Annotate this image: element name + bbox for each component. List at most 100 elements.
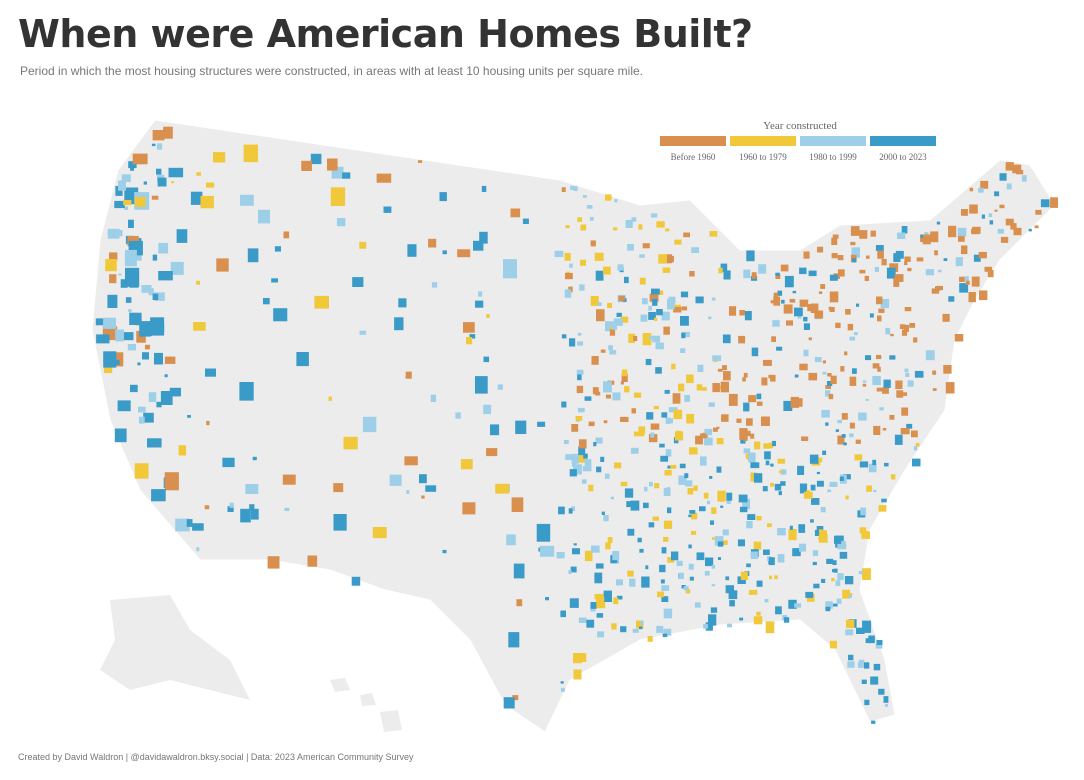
area-cell	[831, 253, 838, 259]
area-cell	[848, 654, 854, 661]
area-cell	[152, 293, 159, 300]
area-cell	[662, 633, 668, 638]
area-cell	[569, 469, 577, 477]
area-cell	[832, 603, 838, 607]
area-cell	[878, 505, 887, 512]
area-cell	[978, 251, 987, 259]
area-cell	[636, 620, 644, 629]
area-cell	[739, 506, 748, 513]
area-cell	[613, 227, 618, 231]
area-cell	[267, 556, 280, 569]
area-cell	[799, 363, 808, 371]
area-cell	[455, 412, 461, 419]
area-cell	[777, 554, 785, 563]
area-cell	[679, 463, 686, 469]
area-cell	[650, 432, 655, 438]
area-cell	[205, 368, 216, 377]
area-cell	[849, 336, 856, 341]
area-cell	[729, 306, 737, 316]
area-cell	[704, 428, 713, 436]
area-cell	[624, 488, 634, 498]
area-cell	[503, 697, 515, 709]
map-areas	[95, 126, 1058, 724]
area-cell	[806, 490, 810, 494]
area-cell	[810, 484, 816, 491]
area-cell	[618, 295, 625, 302]
area-cell	[764, 451, 771, 460]
area-cell	[656, 625, 664, 633]
area-cell	[462, 502, 476, 515]
area-cell	[565, 272, 573, 280]
area-cell	[668, 407, 678, 413]
area-cell	[751, 272, 757, 279]
area-cell	[609, 329, 616, 336]
area-cell	[705, 557, 714, 567]
area-cell	[1028, 228, 1032, 232]
area-cell	[196, 280, 200, 285]
area-cell	[882, 428, 887, 431]
area-cell	[632, 628, 639, 633]
area-cell	[442, 549, 447, 554]
area-cell	[712, 427, 718, 432]
area-cell	[667, 465, 672, 469]
area-cell	[661, 547, 667, 554]
area-cell	[652, 335, 661, 343]
area-cell	[148, 392, 157, 402]
area-cell	[613, 318, 623, 326]
area-cell	[852, 368, 857, 374]
area-cell	[750, 462, 760, 469]
area-cell	[807, 304, 816, 312]
area-cell	[336, 218, 346, 227]
area-cell	[820, 284, 826, 289]
area-cell	[558, 506, 565, 515]
area-cell	[756, 515, 762, 521]
area-cell	[573, 186, 578, 191]
area-cell	[866, 485, 873, 492]
area-cell	[156, 168, 162, 175]
area-cell	[1050, 197, 1058, 208]
area-cell	[688, 514, 692, 518]
area-cell	[955, 257, 963, 267]
area-cell	[510, 208, 521, 218]
area-cell	[245, 484, 259, 494]
area-cell	[486, 448, 498, 457]
area-cell	[817, 246, 824, 253]
area-cell	[777, 458, 786, 464]
area-cell	[745, 430, 751, 437]
area-cell	[561, 401, 567, 408]
area-cell	[654, 483, 660, 489]
area-cell	[971, 228, 980, 235]
area-cell	[841, 540, 846, 547]
legend-label: 2000 to 2023	[879, 152, 927, 162]
area-cell	[1021, 175, 1027, 182]
area-cell	[886, 267, 896, 279]
area-cell	[756, 401, 763, 406]
area-cell	[620, 316, 629, 323]
area-cell	[250, 508, 259, 520]
area-cell	[869, 313, 874, 318]
area-cell	[784, 275, 794, 288]
area-cell	[895, 380, 903, 389]
area-cell	[753, 541, 762, 550]
area-cell	[717, 490, 726, 502]
legend-swatch	[660, 136, 726, 146]
area-cell	[664, 470, 672, 476]
area-cell	[799, 543, 806, 552]
area-cell	[901, 407, 909, 416]
area-cell	[141, 285, 152, 293]
area-cell	[601, 511, 605, 515]
area-cell	[861, 679, 867, 684]
area-cell	[856, 303, 860, 307]
area-cell	[837, 435, 845, 445]
area-cell	[608, 345, 613, 350]
area-cell	[699, 506, 706, 512]
area-cell	[809, 454, 819, 464]
area-cell	[164, 374, 168, 378]
area-cell	[627, 528, 635, 536]
area-cell	[772, 440, 776, 447]
area-cell	[872, 363, 880, 369]
area-cell	[882, 387, 889, 394]
area-cell	[641, 576, 650, 588]
area-cell	[330, 187, 346, 206]
area-cell	[849, 593, 853, 596]
